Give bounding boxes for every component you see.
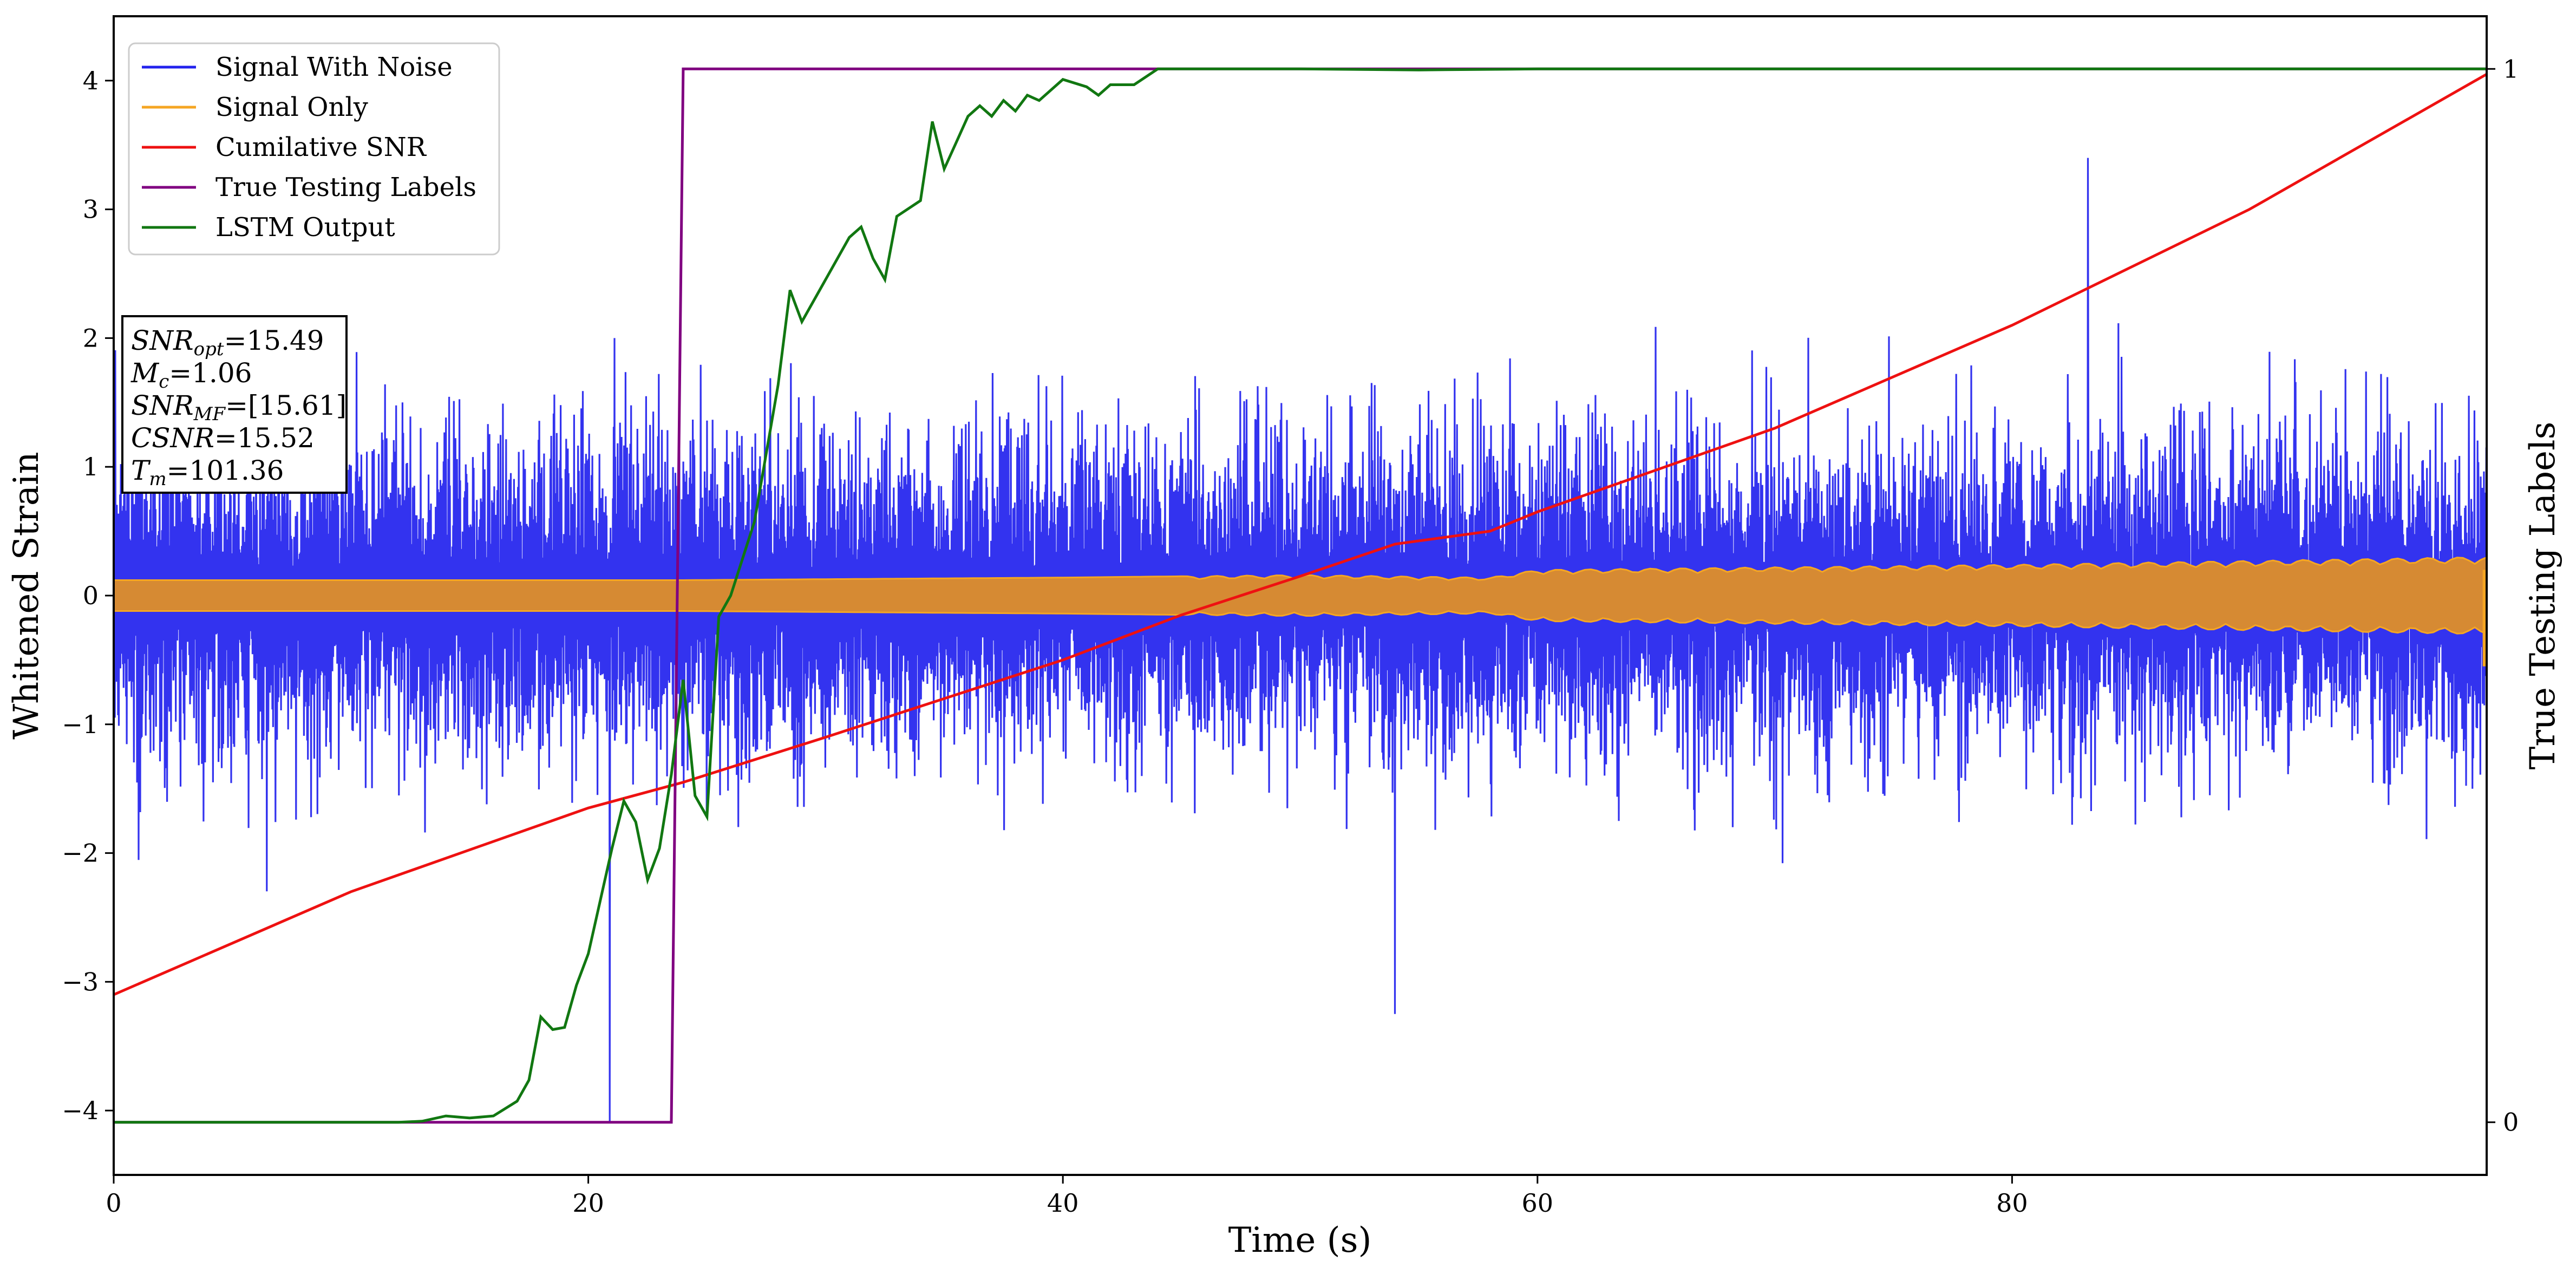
y-tick-label: 3: [83, 195, 99, 224]
y-tick-label: −1: [62, 710, 99, 739]
y2-axis-title: True Testing Labels: [2523, 422, 2563, 770]
info-snr-opt: SNRopt=15.49: [131, 325, 324, 360]
y2-tick-label: 0: [2503, 1108, 2519, 1137]
info-tm: Tm=101.36: [131, 455, 284, 490]
x-tick-label: 60: [1522, 1188, 1554, 1218]
y-tick-label: 0: [83, 581, 99, 610]
y-tick-label: 4: [83, 66, 99, 95]
x-axis-title: Time (s): [1228, 1220, 1372, 1260]
y2-tick-label: 1: [2503, 54, 2519, 83]
y-tick-label: −4: [62, 1096, 99, 1125]
info-box: SNRopt=15.49 Mc=1.06 SNRMF=[15.61] CSNR=…: [121, 315, 348, 494]
info-csnr: CSNR=15.52: [131, 422, 315, 454]
y-tick-label: −3: [62, 967, 99, 996]
y-axis-title: Whitened Strain: [6, 452, 47, 739]
y-tick-label: −2: [62, 839, 99, 868]
info-snr-mf: SNRMF=[15.61]: [131, 390, 346, 425]
series-signal-only: [114, 556, 2487, 635]
legend-label: Cumilative SNR: [215, 132, 427, 162]
series-signal-with-noise: [114, 158, 2487, 1123]
info-box-frame: [121, 315, 348, 494]
legend-label: Signal Only: [215, 92, 368, 122]
info-mc: Mc=1.06: [130, 357, 252, 393]
legend-label: True Testing Labels: [215, 172, 476, 202]
series-cumilative-snr: [114, 73, 2487, 996]
legend-label: Signal With Noise: [215, 52, 453, 82]
x-tick-label: 20: [572, 1188, 604, 1218]
x-tick-label: 0: [106, 1188, 121, 1218]
legend-label: LSTM Output: [215, 212, 395, 243]
legend-frame: [128, 42, 500, 256]
legend: Signal With Noise Signal Only Cumilative S…: [128, 42, 500, 256]
plot-area: [114, 67, 2487, 1124]
series-lstm-output: [114, 67, 2487, 1124]
y-tick-label: 1: [83, 452, 99, 481]
x-tick-label: 40: [1047, 1188, 1079, 1218]
x-tick-label: 80: [1996, 1188, 2028, 1218]
y-tick-label: 2: [83, 323, 99, 352]
